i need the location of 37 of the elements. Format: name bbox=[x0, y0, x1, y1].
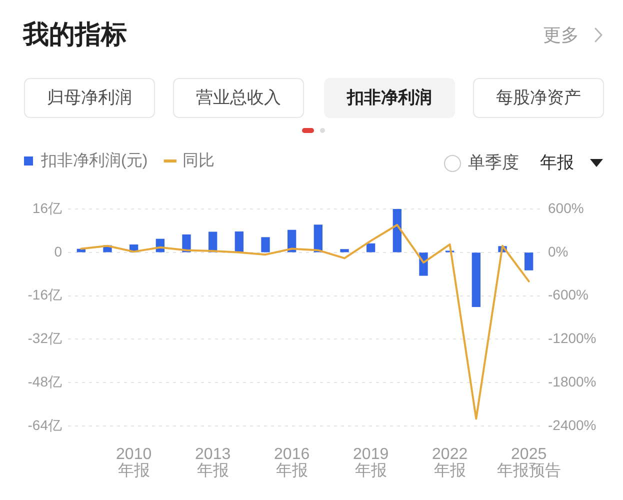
text: 年报 bbox=[540, 152, 574, 174]
tab-button[interactable]: 每股净资产 bbox=[473, 78, 604, 118]
y2-tick-label: -2400% bbox=[548, 416, 596, 433]
bar bbox=[524, 252, 534, 270]
y2-tick-label: 0% bbox=[548, 243, 568, 260]
y-tick-label: -16亿 bbox=[28, 286, 62, 303]
bar bbox=[472, 252, 480, 307]
text: 单季度 bbox=[468, 152, 519, 174]
x-tick-label: 2019 年报 bbox=[353, 446, 389, 480]
x-tick-label: 2022 年报 bbox=[432, 446, 468, 480]
bar bbox=[261, 237, 270, 252]
x-tick-label: 2010 年报 bbox=[116, 446, 152, 480]
y-tick-label: 0 bbox=[54, 243, 62, 260]
bar bbox=[234, 231, 244, 252]
bar bbox=[366, 243, 376, 252]
legend-label: 扣非净利润(元) bbox=[40, 151, 148, 170]
tab-button[interactable]: 归母净利润 bbox=[24, 78, 155, 118]
radio-button[interactable] bbox=[444, 155, 461, 172]
tab-button[interactable]: 营业总收入 bbox=[173, 78, 304, 118]
x-tick-label: 2025 年报预告 bbox=[496, 446, 561, 480]
chart-title: 我的指标 bbox=[23, 18, 127, 50]
x-tick-label: 2016 年报 bbox=[274, 446, 310, 480]
y2-tick-label: -1800% bbox=[548, 373, 596, 390]
y2-tick-label: 600% bbox=[548, 200, 584, 216]
y2-tick-label: -1200% bbox=[548, 330, 596, 346]
x-tick-label: 2013 年报 bbox=[195, 446, 231, 480]
bar bbox=[340, 249, 349, 252]
tab-button[interactable]: 扣非净利润 bbox=[324, 78, 455, 118]
y2-tick-label: -600% bbox=[548, 286, 588, 303]
text: 更多 bbox=[543, 24, 579, 47]
bar bbox=[314, 224, 322, 252]
y-tick-label: 16亿 bbox=[32, 200, 62, 216]
y-tick-label: -32亿 bbox=[28, 330, 62, 346]
bar bbox=[392, 209, 402, 252]
y-tick-label: -48亿 bbox=[28, 373, 62, 390]
legend-label: 同比 bbox=[182, 151, 215, 170]
y-tick-label: -64亿 bbox=[28, 416, 62, 433]
